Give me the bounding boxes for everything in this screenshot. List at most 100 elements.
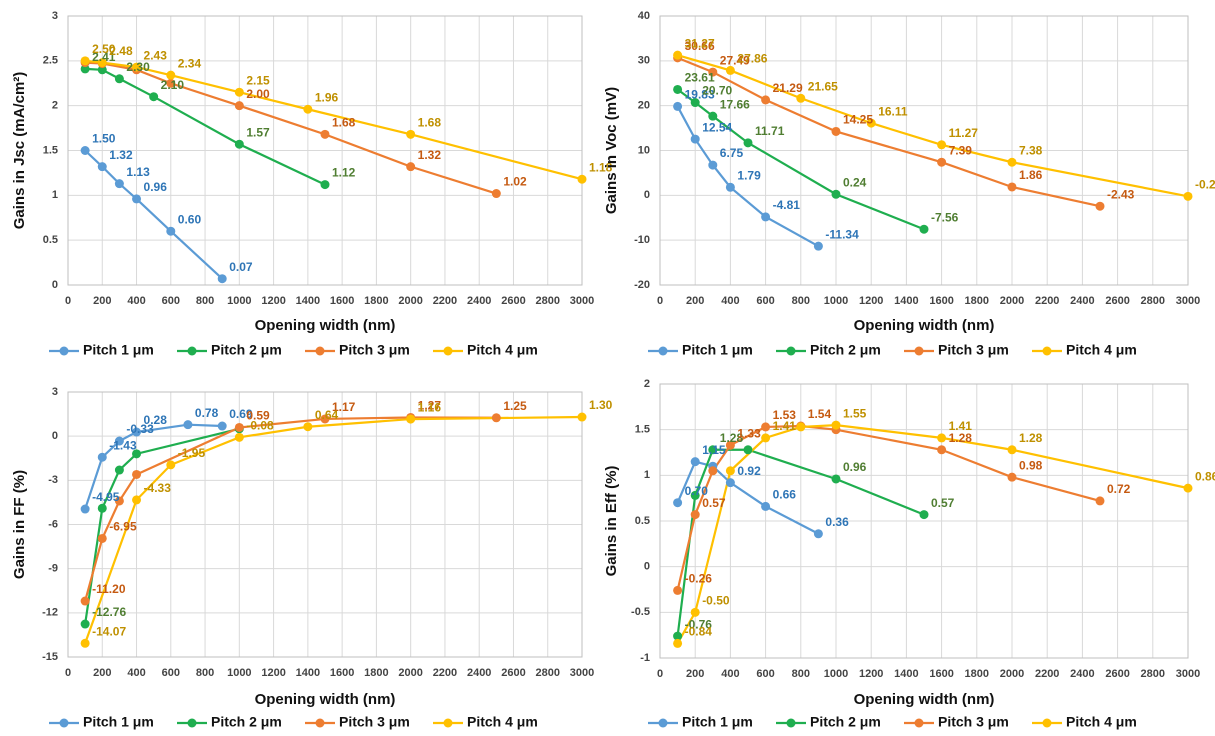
data-label: 2.48 (109, 44, 133, 58)
data-point (166, 70, 176, 80)
data-point (303, 422, 313, 432)
data-label: 1.02 (503, 175, 527, 189)
y-tick-label: -0.5 (631, 606, 650, 618)
series-line (84, 423, 223, 510)
data-label: -4.95 (92, 490, 120, 504)
data-label: 0.64 (315, 408, 339, 422)
data-label: 0.28 (144, 413, 168, 427)
x-tick-label: 400 (127, 667, 145, 679)
data-label: 1.13 (126, 165, 150, 179)
data-point (114, 465, 124, 475)
data-label: 0.07 (229, 260, 253, 274)
x-tick-label: 2400 (467, 295, 491, 307)
y-axis-title: Gains in Voc (mV) (603, 87, 620, 214)
data-point (690, 134, 700, 144)
x-tick-label: 800 (792, 668, 810, 680)
data-point (132, 449, 142, 459)
data-label: 0.36 (825, 515, 849, 529)
legend-label: Pitch 2 μm (810, 714, 881, 730)
y-tick-label: -6 (48, 518, 58, 530)
x-tick-label: 1800 (364, 295, 388, 307)
x-tick-label: 1600 (929, 668, 953, 680)
data-label: 1.55 (843, 406, 867, 420)
y-tick-label: 40 (638, 10, 650, 22)
y-tick-label: 10 (638, 144, 650, 156)
plot-frame (659, 15, 1189, 286)
data-point (149, 92, 159, 102)
data-label: -0.50 (702, 594, 730, 608)
data-label: 1.15 (702, 443, 726, 457)
data-point (217, 274, 227, 284)
data-label: -4.33 (144, 481, 172, 495)
data-label: 1.68 (332, 116, 356, 130)
data-point (743, 138, 753, 148)
data-label: -11.34 (825, 227, 859, 241)
data-label: 1.28 (1019, 431, 1043, 445)
data-point (673, 498, 683, 508)
x-tick-label: 1800 (965, 668, 989, 680)
series-line (84, 416, 497, 602)
data-point (937, 140, 947, 150)
x-tick-label: 600 (162, 667, 180, 679)
data-point (708, 466, 718, 476)
legend-label: Pitch 2 μm (211, 714, 282, 730)
data-point (937, 157, 947, 167)
data-point (708, 445, 718, 455)
data-label: 2.41 (92, 50, 116, 64)
series-line (84, 415, 583, 644)
data-label: 0.96 (144, 180, 168, 194)
x-tick-label: 2600 (501, 667, 525, 679)
data-point (80, 504, 90, 514)
data-label: -4.81 (773, 198, 801, 212)
x-tick-label: 2800 (1141, 668, 1165, 680)
data-point (743, 445, 753, 455)
legend-marker (187, 718, 197, 728)
data-label: -0.84 (685, 625, 713, 639)
data-point (690, 607, 700, 617)
data-point (97, 162, 107, 172)
x-tick-label: 1200 (261, 295, 285, 307)
data-point (866, 118, 876, 128)
data-point (708, 160, 718, 170)
x-tick-label: 1000 (824, 295, 848, 307)
data-point (673, 585, 683, 595)
data-point (831, 420, 841, 430)
data-point (303, 104, 313, 114)
data-label: 2.15 (246, 73, 270, 87)
data-point (97, 58, 107, 68)
y-tick-label: 1 (52, 189, 58, 201)
legend-marker (59, 346, 69, 356)
data-label: 19.83 (685, 88, 715, 102)
data-label: 0.57 (931, 496, 955, 510)
data-point (217, 421, 227, 431)
data-label: 27.49 (720, 53, 750, 67)
x-tick-label: 1400 (894, 295, 918, 307)
data-point (132, 495, 142, 505)
data-label: 1.41 (773, 419, 797, 433)
x-tick-label: 1600 (330, 667, 354, 679)
data-label: 31.27 (685, 36, 715, 50)
x-tick-label: 1200 (261, 667, 285, 679)
x-tick-label: 0 (65, 295, 71, 307)
legend-label: Pitch 3 μm (938, 714, 1009, 730)
y-axis-title: Gains in Jsc (mA/cm²) (11, 72, 28, 230)
x-tick-label: 400 (721, 668, 739, 680)
legend-label: Pitch 4 μm (467, 342, 538, 358)
data-label: -1.43 (109, 438, 137, 452)
data-label: 0.92 (737, 464, 761, 478)
series-line (85, 61, 497, 195)
x-tick-label: 2400 (1070, 295, 1094, 307)
data-label: 0.66 (773, 488, 797, 502)
x-tick-label: 2200 (1035, 295, 1059, 307)
data-point (725, 478, 735, 488)
x-tick-label: 200 (686, 668, 704, 680)
y-tick-label: -1 (640, 652, 650, 664)
x-tick-label: 1800 (965, 295, 989, 307)
legend-marker (187, 346, 197, 356)
y-tick-label: 3 (52, 386, 58, 398)
x-tick-label: 2200 (433, 295, 457, 307)
data-label: 1.32 (109, 148, 133, 162)
data-label: 2.00 (246, 87, 270, 101)
y-tick-label: 1.5 (43, 144, 58, 156)
